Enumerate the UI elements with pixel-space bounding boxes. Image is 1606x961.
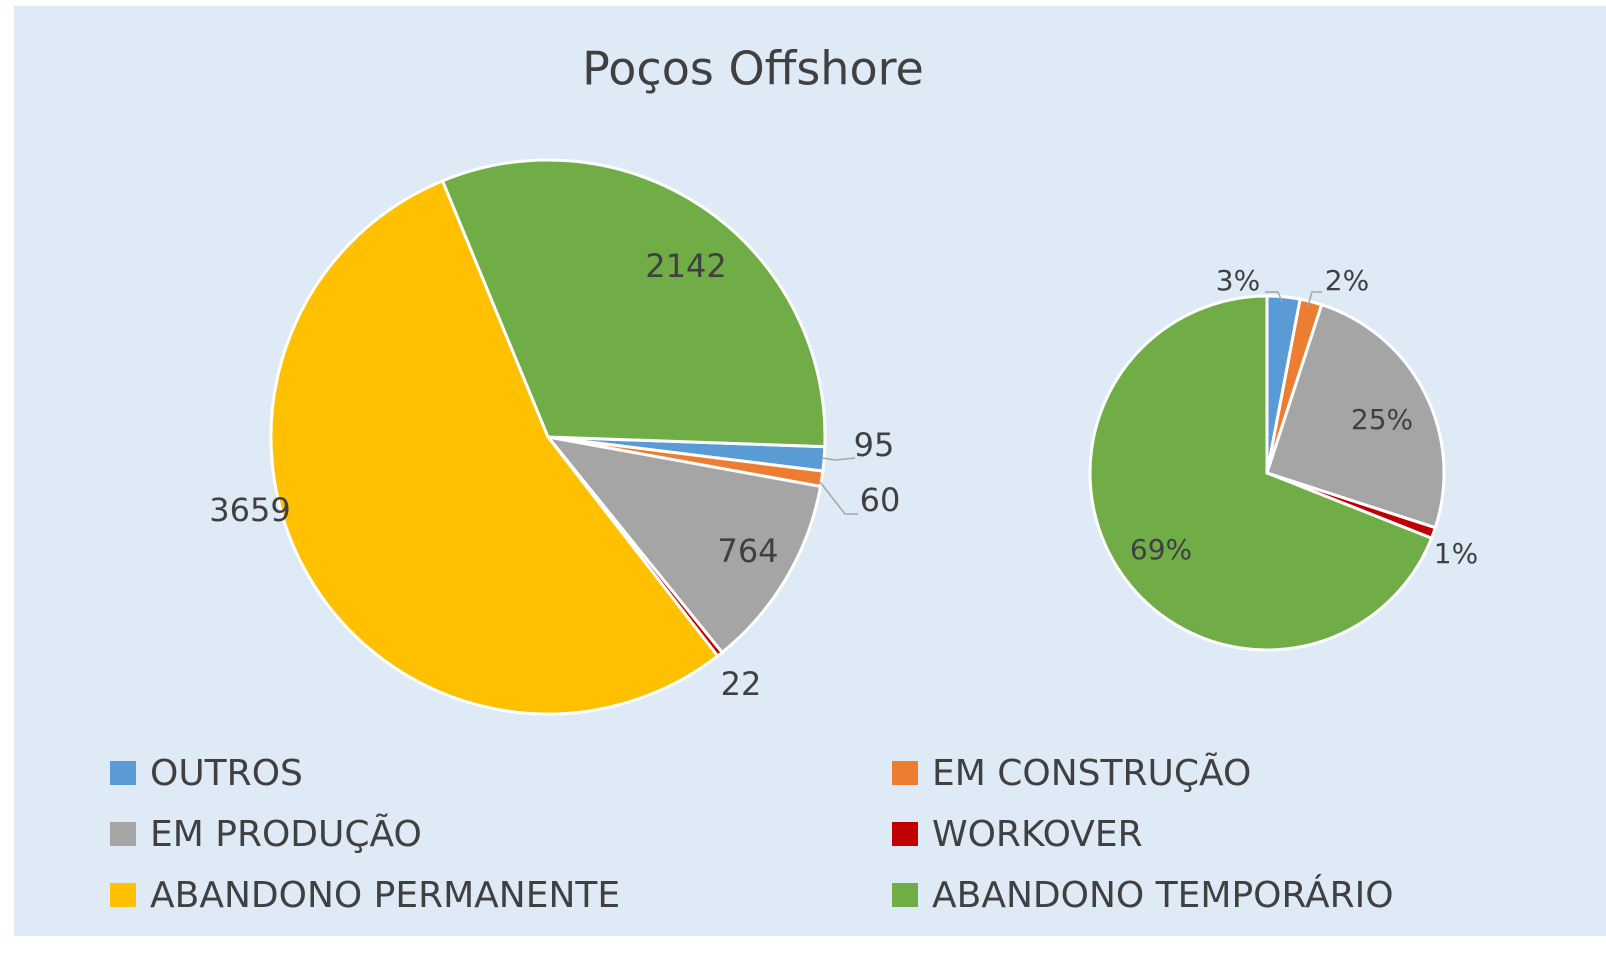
pie-slice — [440, 158, 827, 449]
pie-slice — [269, 178, 720, 716]
leader-line — [821, 457, 856, 461]
legend-swatch — [892, 822, 918, 846]
pie-slice — [1088, 294, 1434, 652]
legend-label: ABANDONO TEMPORÁRIO — [932, 874, 1394, 916]
data-label: 69% — [1130, 533, 1192, 566]
data-label: 22 — [721, 665, 762, 703]
data-label: 1% — [1434, 537, 1478, 570]
legend-label: OUTROS — [150, 753, 303, 794]
data-label: 2142 — [645, 247, 726, 285]
legend-swatch — [892, 883, 918, 907]
legend-swatch — [110, 761, 136, 785]
data-label: 95 — [854, 426, 895, 464]
pie-slice — [544, 434, 823, 655]
legend-label: ABANDONO PERMANENTE — [150, 875, 620, 916]
data-label: 3659 — [209, 491, 290, 529]
legend-swatch — [892, 761, 918, 785]
data-label: 25% — [1351, 403, 1413, 436]
pie-slice — [1265, 302, 1446, 530]
legend-label: WORKOVER — [932, 814, 1143, 855]
legend-swatch — [110, 822, 136, 846]
data-label: 60 — [860, 481, 901, 519]
leader-line — [1265, 291, 1283, 303]
leader-line — [819, 481, 858, 515]
legend-label: EM CONSTRUÇÃO — [932, 752, 1251, 794]
legend-label: EM PRODUÇÃO — [150, 813, 422, 855]
data-label: 2% — [1325, 264, 1369, 297]
leader-line — [1307, 291, 1322, 307]
legend-swatch — [110, 883, 136, 907]
chart-title: Poços Offshore — [582, 42, 924, 96]
data-label: 764 — [717, 532, 778, 570]
data-label: 3% — [1216, 264, 1260, 297]
